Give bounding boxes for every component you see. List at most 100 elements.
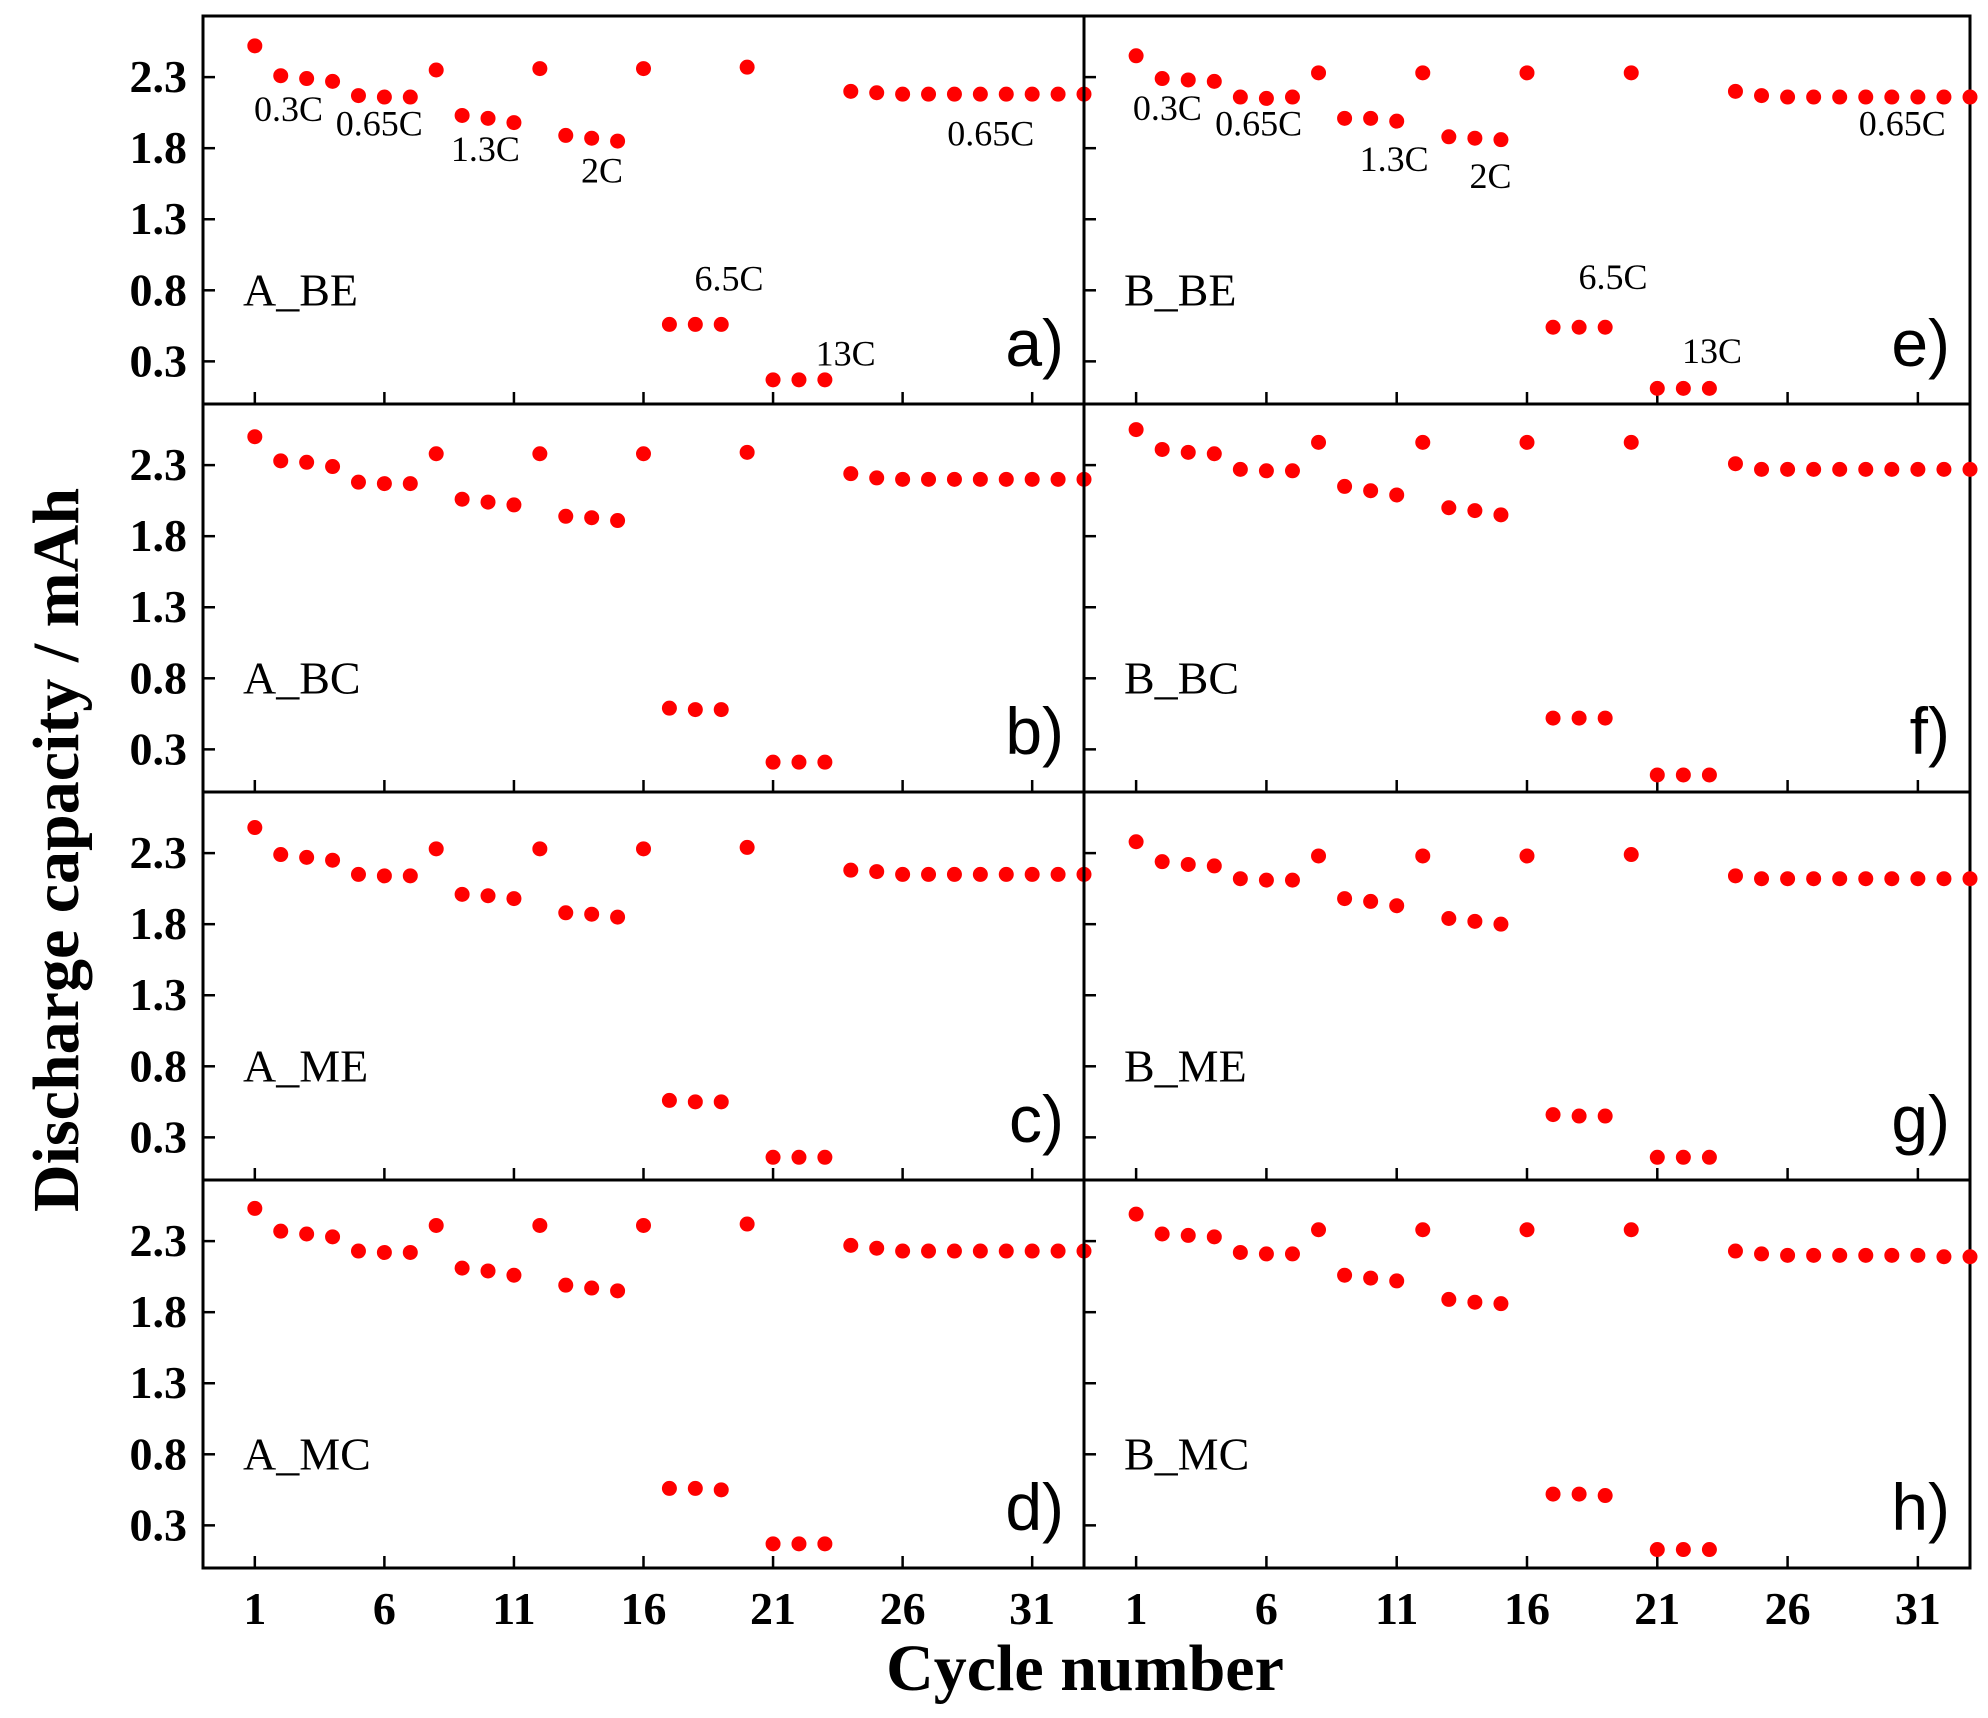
data-point-b-5: [350, 474, 366, 490]
data-point-g-9: [1337, 891, 1353, 907]
data-point-g-16: [1519, 848, 1535, 864]
data-point-f-28: [1832, 461, 1848, 477]
data-point-d-4: [325, 1229, 341, 1245]
rate-label-e-5: 13C: [1682, 331, 1742, 371]
data-point-a-16: [636, 61, 651, 77]
data-point-f-7: [1284, 463, 1300, 479]
data-point-c-1: [247, 820, 263, 836]
data-point-b-17: [661, 700, 677, 716]
data-point-h-31: [1910, 1247, 1926, 1263]
panel-letter-c: c): [1009, 1082, 1064, 1156]
data-point-f-19: [1597, 710, 1613, 726]
data-point-g-1: [1128, 834, 1144, 850]
data-point-e-32: [1936, 89, 1952, 105]
data-point-f-8: [1311, 434, 1327, 450]
data-point-a-13: [558, 127, 574, 143]
data-point-f-24: [1727, 456, 1743, 472]
data-point-h-9: [1337, 1267, 1353, 1283]
data-point-g-3: [1180, 856, 1196, 872]
data-point-f-27: [1806, 461, 1822, 477]
data-point-f-31: [1910, 461, 1926, 477]
x-axis-title: Cycle number: [886, 1632, 1284, 1705]
data-point-c-3: [299, 849, 315, 865]
data-point-e-31: [1910, 89, 1926, 105]
data-point-c-10: [480, 888, 496, 904]
data-point-f-29: [1858, 461, 1874, 477]
data-point-c-12: [532, 841, 548, 857]
data-point-e-21: [1649, 380, 1665, 396]
data-point-h-27: [1806, 1247, 1822, 1263]
data-point-g-22: [1675, 1149, 1691, 1165]
data-point-b-29: [972, 471, 988, 487]
data-point-a-12: [532, 61, 548, 77]
data-point-g-29: [1858, 871, 1874, 887]
data-point-c-29: [972, 866, 988, 882]
y-tick-label: 0.3: [130, 1499, 188, 1550]
data-point-a-17: [661, 316, 677, 332]
data-point-h-13: [1441, 1291, 1457, 1307]
data-point-f-23: [1701, 767, 1717, 783]
data-point-e-5: [1232, 89, 1248, 105]
data-point-c-21: [765, 1149, 781, 1165]
data-point-e-12: [1415, 65, 1431, 81]
data-point-f-20: [1623, 434, 1639, 450]
data-point-h-11: [1389, 1273, 1405, 1289]
data-point-f-16: [1519, 434, 1535, 450]
panel-letter-h: h): [1891, 1470, 1950, 1544]
y-tick-label: 2.3: [130, 827, 188, 878]
data-point-a-32: [1050, 86, 1066, 102]
rate-label-a-5: 13C: [816, 334, 876, 374]
rate-label-a-4: 6.5C: [695, 258, 764, 298]
y-tick-label: 0.3: [130, 335, 188, 386]
data-point-b-13: [558, 508, 574, 524]
data-point-d-8: [428, 1217, 444, 1233]
data-point-f-2: [1154, 441, 1170, 457]
data-point-d-14: [584, 1280, 600, 1296]
data-point-e-13: [1441, 129, 1457, 145]
data-point-e-4: [1206, 73, 1222, 89]
x-tick-label: 26: [1765, 1583, 1811, 1634]
data-point-f-10: [1363, 483, 1379, 499]
data-point-b-3: [299, 454, 315, 470]
data-point-b-18: [687, 702, 703, 718]
data-point-h-10: [1363, 1270, 1379, 1286]
data-point-h-19: [1597, 1488, 1613, 1504]
data-point-d-15: [610, 1283, 626, 1299]
data-point-g-15: [1493, 916, 1509, 932]
data-point-c-20: [739, 839, 755, 855]
y-tick-label: 1.8: [130, 510, 188, 561]
panel-letter-e: e): [1891, 306, 1950, 380]
data-point-e-14: [1467, 130, 1483, 146]
panel-b: 0.3 0.8 1.3 1.8 2.3 A_BC b): [130, 402, 1092, 794]
data-point-h-2: [1154, 1226, 1170, 1242]
data-point-c-15: [610, 909, 626, 925]
y-tick-label: 1.3: [130, 1357, 188, 1408]
data-point-a-27: [921, 86, 937, 102]
data-point-b-32: [1050, 471, 1066, 487]
data-point-g-14: [1467, 913, 1483, 929]
data-point-d-28: [946, 1243, 962, 1259]
data-point-f-21: [1649, 767, 1665, 783]
data-point-c-5: [350, 866, 366, 882]
data-point-e-22: [1675, 380, 1691, 396]
y-tick-label: 2.3: [130, 1215, 188, 1266]
data-point-b-14: [584, 510, 600, 526]
data-point-g-10: [1363, 893, 1379, 909]
data-point-b-30: [998, 471, 1014, 487]
sample-label-h: B_MC: [1124, 1428, 1249, 1479]
data-point-h-28: [1832, 1247, 1848, 1263]
data-point-b-24: [843, 466, 859, 482]
data-point-b-4: [325, 459, 341, 475]
data-point-c-9: [454, 886, 470, 902]
data-point-a-1: [247, 38, 263, 54]
data-point-b-25: [869, 470, 885, 486]
data-point-f-18: [1571, 710, 1587, 726]
data-point-d-29: [972, 1243, 988, 1259]
data-point-c-14: [584, 906, 600, 922]
panel-letter-a: a): [1005, 306, 1064, 380]
data-point-g-6: [1258, 872, 1274, 888]
data-point-g-24: [1727, 868, 1743, 884]
data-point-d-5: [350, 1243, 366, 1259]
data-point-b-22: [791, 754, 807, 770]
y-tick-label: 1.8: [130, 122, 188, 173]
